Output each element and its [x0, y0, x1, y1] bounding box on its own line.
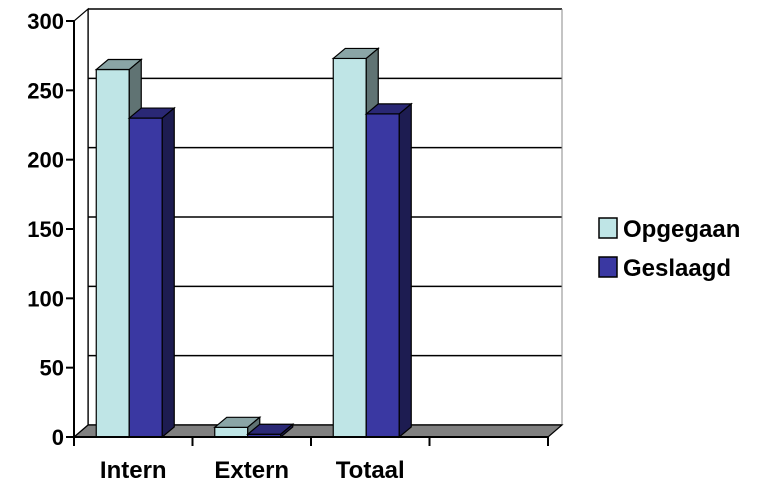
bar: [246, 422, 295, 439]
legend-label: Geslaagd: [623, 255, 731, 282]
y-tick-label: 250: [27, 78, 64, 103]
side-wall: [73, 7, 89, 439]
bars: [94, 47, 413, 439]
x-category-labels: Intern Extern Totaal: [100, 457, 405, 484]
y-tick-label: 50: [40, 356, 64, 381]
legend-item: Opgegaan: [598, 216, 740, 243]
y-tick-label: 300: [27, 9, 64, 34]
legend-swatch: [598, 217, 618, 239]
chart-floor: [72, 7, 564, 439]
axes: [66, 20, 549, 446]
y-tick-label: 0: [52, 425, 64, 450]
y-tick-label: 100: [27, 286, 64, 311]
x-category-label: Extern: [214, 457, 289, 484]
x-category-label: Totaal: [336, 457, 405, 484]
bar: [364, 102, 413, 439]
bar: [213, 416, 262, 439]
y-tick-label: 150: [27, 217, 64, 242]
legend-item: Geslaagd: [598, 255, 731, 282]
bar: [127, 106, 176, 439]
legend-label: Opgegaan: [623, 216, 740, 243]
y-tick-label: 200: [27, 148, 64, 173]
y-tick-labels: 0 50 100 150 200 250 300: [27, 9, 64, 450]
legend: Opgegaan Geslaagd: [598, 216, 740, 282]
legend-swatch: [598, 256, 618, 278]
x-category-label: Intern: [100, 457, 167, 484]
